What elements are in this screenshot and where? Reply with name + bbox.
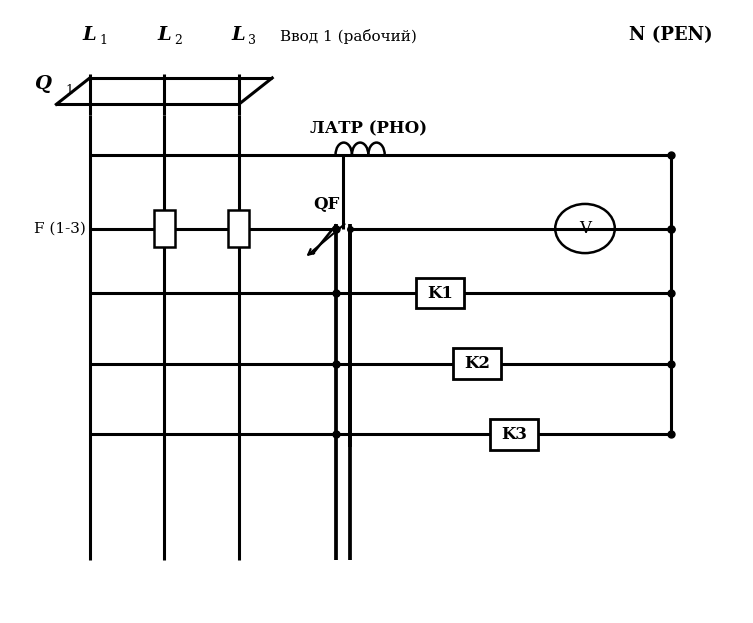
Text: 3: 3 (248, 34, 256, 47)
Text: L: L (83, 26, 96, 44)
Text: L: L (157, 26, 171, 44)
Text: F (1-3): F (1-3) (34, 222, 86, 235)
Text: 2: 2 (174, 34, 181, 47)
FancyBboxPatch shape (490, 419, 538, 450)
FancyBboxPatch shape (453, 348, 501, 379)
FancyBboxPatch shape (416, 278, 464, 308)
Text: ЛАТР (РНО): ЛАТР (РНО) (310, 120, 428, 138)
Text: Q: Q (34, 75, 51, 93)
Text: L: L (232, 26, 245, 44)
Text: 1: 1 (99, 34, 107, 47)
Text: K2: K2 (464, 355, 490, 373)
Text: 1: 1 (66, 83, 73, 97)
Text: N (PEN): N (PEN) (629, 26, 712, 44)
Text: V: V (579, 220, 591, 237)
Text: QF: QF (313, 196, 340, 213)
Text: Ввод 1 (рабочий): Ввод 1 (рабочий) (279, 29, 416, 44)
FancyBboxPatch shape (228, 210, 249, 247)
Text: K1: K1 (427, 285, 453, 302)
Text: K3: K3 (501, 426, 527, 443)
FancyBboxPatch shape (154, 210, 175, 247)
